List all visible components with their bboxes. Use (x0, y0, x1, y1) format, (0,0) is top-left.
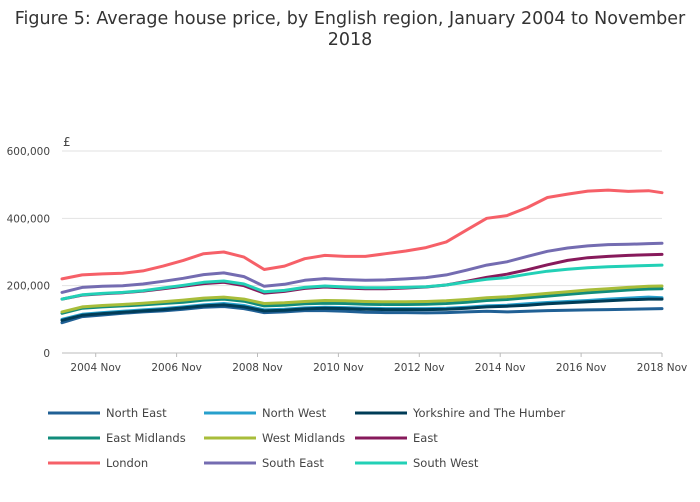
gridlines (62, 150, 662, 354)
legend-label: East (413, 431, 438, 445)
y-tick-label: 400,000 (7, 213, 50, 225)
legend-label: South East (262, 456, 324, 470)
x-tick-label: 2012 Nov (394, 362, 445, 374)
chart-title-line-1: Figure 5: Average house price, by Englis… (15, 9, 686, 29)
x-axis-ticks: 2004 Nov 2006 Nov 2008 Nov 2010 Nov 2012 Nov… (70, 353, 687, 374)
series-line-south-west (60, 263, 664, 301)
legend-label: North West (262, 406, 327, 420)
series-line-east-midlands (60, 287, 664, 315)
x-tick-label: 2004 Nov (70, 362, 121, 374)
chart-title-line-2: 2018 (328, 30, 373, 50)
series-line-london (60, 188, 664, 281)
series-line-west-midlands (60, 284, 664, 314)
series-line-yorkshire-and-the-humber (60, 297, 664, 322)
y-tick-label: 600,000 (7, 146, 50, 158)
y-axis-ticks: 0 200,000 400,000 600,000 (7, 146, 50, 360)
legend-label: London (106, 456, 148, 470)
legend: North East North West Yorkshire and The Hu… (48, 406, 565, 470)
legend-label: South West (413, 456, 479, 470)
x-tick-label: 2008 Nov (232, 362, 283, 374)
y-tick-label: 0 (43, 348, 50, 360)
x-tick-label: 2014 Nov (475, 362, 526, 374)
x-tick-label: 2018 Nov (637, 362, 688, 374)
legend-label: East Midlands (106, 431, 186, 445)
x-tick-label: 2006 Nov (151, 362, 202, 374)
series-line-south-east (60, 241, 664, 294)
y-axis-unit-label: £ (63, 135, 71, 149)
legend-label: Yorkshire and The Humber (412, 406, 565, 420)
x-tick-label: 2016 Nov (556, 362, 607, 374)
x-tick-label: 2010 Nov (313, 362, 364, 374)
legend-label: North East (106, 406, 167, 420)
legend-label: West Midlands (262, 431, 345, 445)
y-tick-label: 200,000 (7, 281, 50, 293)
series-lines (60, 188, 664, 325)
